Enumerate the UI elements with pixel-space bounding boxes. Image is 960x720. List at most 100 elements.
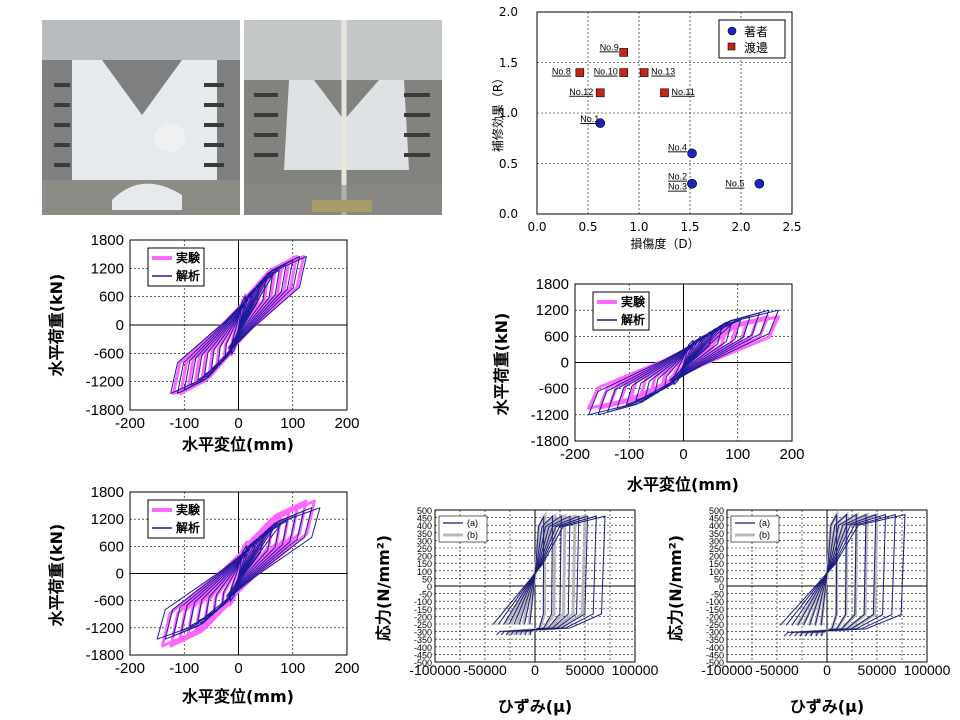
ytick: 1800 xyxy=(91,484,124,501)
hyst-xlabel: 水平変位(mm) xyxy=(182,435,294,454)
ytick: -300 xyxy=(414,628,432,638)
hyst-ylabel: 水平荷重(kN) xyxy=(492,313,511,416)
scatter-point-watanabe xyxy=(595,88,605,98)
xtick: -50000 xyxy=(755,662,799,678)
scatter-point-watanabe xyxy=(619,68,628,77)
ytick: 50 xyxy=(422,574,432,584)
ytick: -400 xyxy=(414,643,432,653)
scatter-point-author xyxy=(595,118,606,128)
xtick: 0 xyxy=(234,415,242,432)
stress-xlabel: ひずみ(μ) xyxy=(498,697,572,716)
xtick: 100000 xyxy=(904,662,951,678)
legend-b: (b) xyxy=(759,530,770,540)
ytick: 500 xyxy=(417,506,432,516)
scatter-point-label: No.12 xyxy=(569,87,593,97)
xtick: 100 xyxy=(280,660,305,677)
series-a-loop xyxy=(492,515,606,636)
ytick: 0 xyxy=(561,355,569,372)
scatter-yticks: 0.0 0.5 1.0 1.5 2.0 xyxy=(499,5,518,221)
scatter-point-label: No.13 xyxy=(651,67,675,77)
scatter-point-watanabe xyxy=(660,88,669,98)
xtick: 0.0 xyxy=(527,220,546,234)
legend-experiment: 実験 xyxy=(176,250,201,265)
series-a-loop xyxy=(820,514,838,637)
xtick: 200 xyxy=(779,446,804,463)
xtick: 0 xyxy=(234,660,242,677)
xtick: -200 xyxy=(115,660,145,677)
xtick: 50000 xyxy=(858,662,897,678)
scatter-point-label: No.1 xyxy=(580,114,599,124)
xtick: -100 xyxy=(169,660,199,677)
scatter-point-label: No.2 xyxy=(668,172,687,182)
ytick: 150 xyxy=(417,559,432,569)
ytick: -1800 xyxy=(531,433,569,450)
analysis-loop xyxy=(170,256,307,394)
ytick: -250 xyxy=(414,620,432,630)
hyst-legend: 実験 解析 xyxy=(592,291,650,331)
scatter-point-label: No.9 xyxy=(600,42,619,52)
ytick: 0.5 xyxy=(499,157,518,171)
ytick: 250 xyxy=(417,544,432,554)
ytick: -1200 xyxy=(86,620,124,637)
ytick: -50 xyxy=(419,590,432,600)
series-a-loop xyxy=(529,515,545,635)
scatter-xlabel: 損傷度（D） xyxy=(630,236,699,250)
ytick: -350 xyxy=(706,635,724,645)
ytick: -300 xyxy=(706,628,724,638)
ytick: -500 xyxy=(706,658,724,668)
legend-analysis: 解析 xyxy=(621,312,645,327)
stress-ylabel: 応力(N/mm²) xyxy=(667,535,685,641)
hyst-xlabel: 水平変位(mm) xyxy=(627,475,739,494)
xtick: -50000 xyxy=(463,662,507,678)
ytick: 2.0 xyxy=(499,5,518,19)
ytick: 450 xyxy=(417,514,432,524)
ytick: 300 xyxy=(709,536,724,546)
scatter-point-author xyxy=(754,178,765,189)
ytick: 1200 xyxy=(91,511,124,528)
ytick: 150 xyxy=(709,559,724,569)
scatter-point-label: No.3 xyxy=(668,182,687,192)
ytick: -50 xyxy=(711,590,724,600)
legend-author-marker xyxy=(727,26,737,36)
ytick: 0 xyxy=(427,582,432,592)
xtick: 200 xyxy=(334,415,359,432)
xtick: -200 xyxy=(115,415,145,432)
ytick: -1200 xyxy=(86,374,124,391)
xtick: -200 xyxy=(560,446,590,463)
xtick: 100000 xyxy=(612,662,659,678)
xtick: 1.0 xyxy=(629,220,648,234)
analysis-loop xyxy=(588,309,779,416)
ytick: 350 xyxy=(417,529,432,539)
hyst-xlabel: 水平変位(mm) xyxy=(182,687,294,706)
xtick: 0 xyxy=(679,446,687,463)
legend-experiment: 実験 xyxy=(621,294,646,309)
ytick: 450 xyxy=(709,514,724,524)
ytick: 50 xyxy=(714,574,724,584)
ytick: 600 xyxy=(544,328,569,345)
analysis-loop xyxy=(164,507,313,640)
ytick: 1200 xyxy=(536,302,569,319)
analysis-loop xyxy=(177,256,300,394)
stress-legend: (a) (b) xyxy=(438,515,488,543)
ytick: -1800 xyxy=(86,647,124,664)
ytick: 0.0 xyxy=(499,207,518,221)
scatter-point-label: No.4 xyxy=(668,142,687,152)
scatter-point-label: No.11 xyxy=(672,87,695,97)
hyst-legend: 実験 解析 xyxy=(147,499,205,539)
xtick: 100 xyxy=(725,446,750,463)
scatter-legend: 著者 渡邊 xyxy=(718,19,786,59)
scatter-xticks: 0.0 0.5 1.0 1.5 2.0 2.5 xyxy=(527,220,801,234)
hyst-legend: 実験 解析 xyxy=(147,247,205,287)
xtick: 1.5 xyxy=(680,220,699,234)
ytick: -1800 xyxy=(86,402,124,419)
ytick: -200 xyxy=(414,612,432,622)
xtick: 100 xyxy=(280,415,305,432)
ytick: 0 xyxy=(116,566,124,583)
ytick: 350 xyxy=(709,529,724,539)
ytick: 600 xyxy=(99,538,124,555)
ytick: 250 xyxy=(709,544,724,554)
scatter-point-author xyxy=(687,148,697,159)
series-a-loop xyxy=(779,513,906,637)
stress-legend: (a) (b) xyxy=(730,515,780,543)
xtick: 0.5 xyxy=(578,220,597,234)
